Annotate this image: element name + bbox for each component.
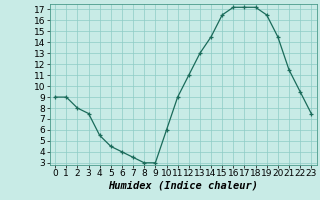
X-axis label: Humidex (Indice chaleur): Humidex (Indice chaleur) <box>108 181 258 191</box>
